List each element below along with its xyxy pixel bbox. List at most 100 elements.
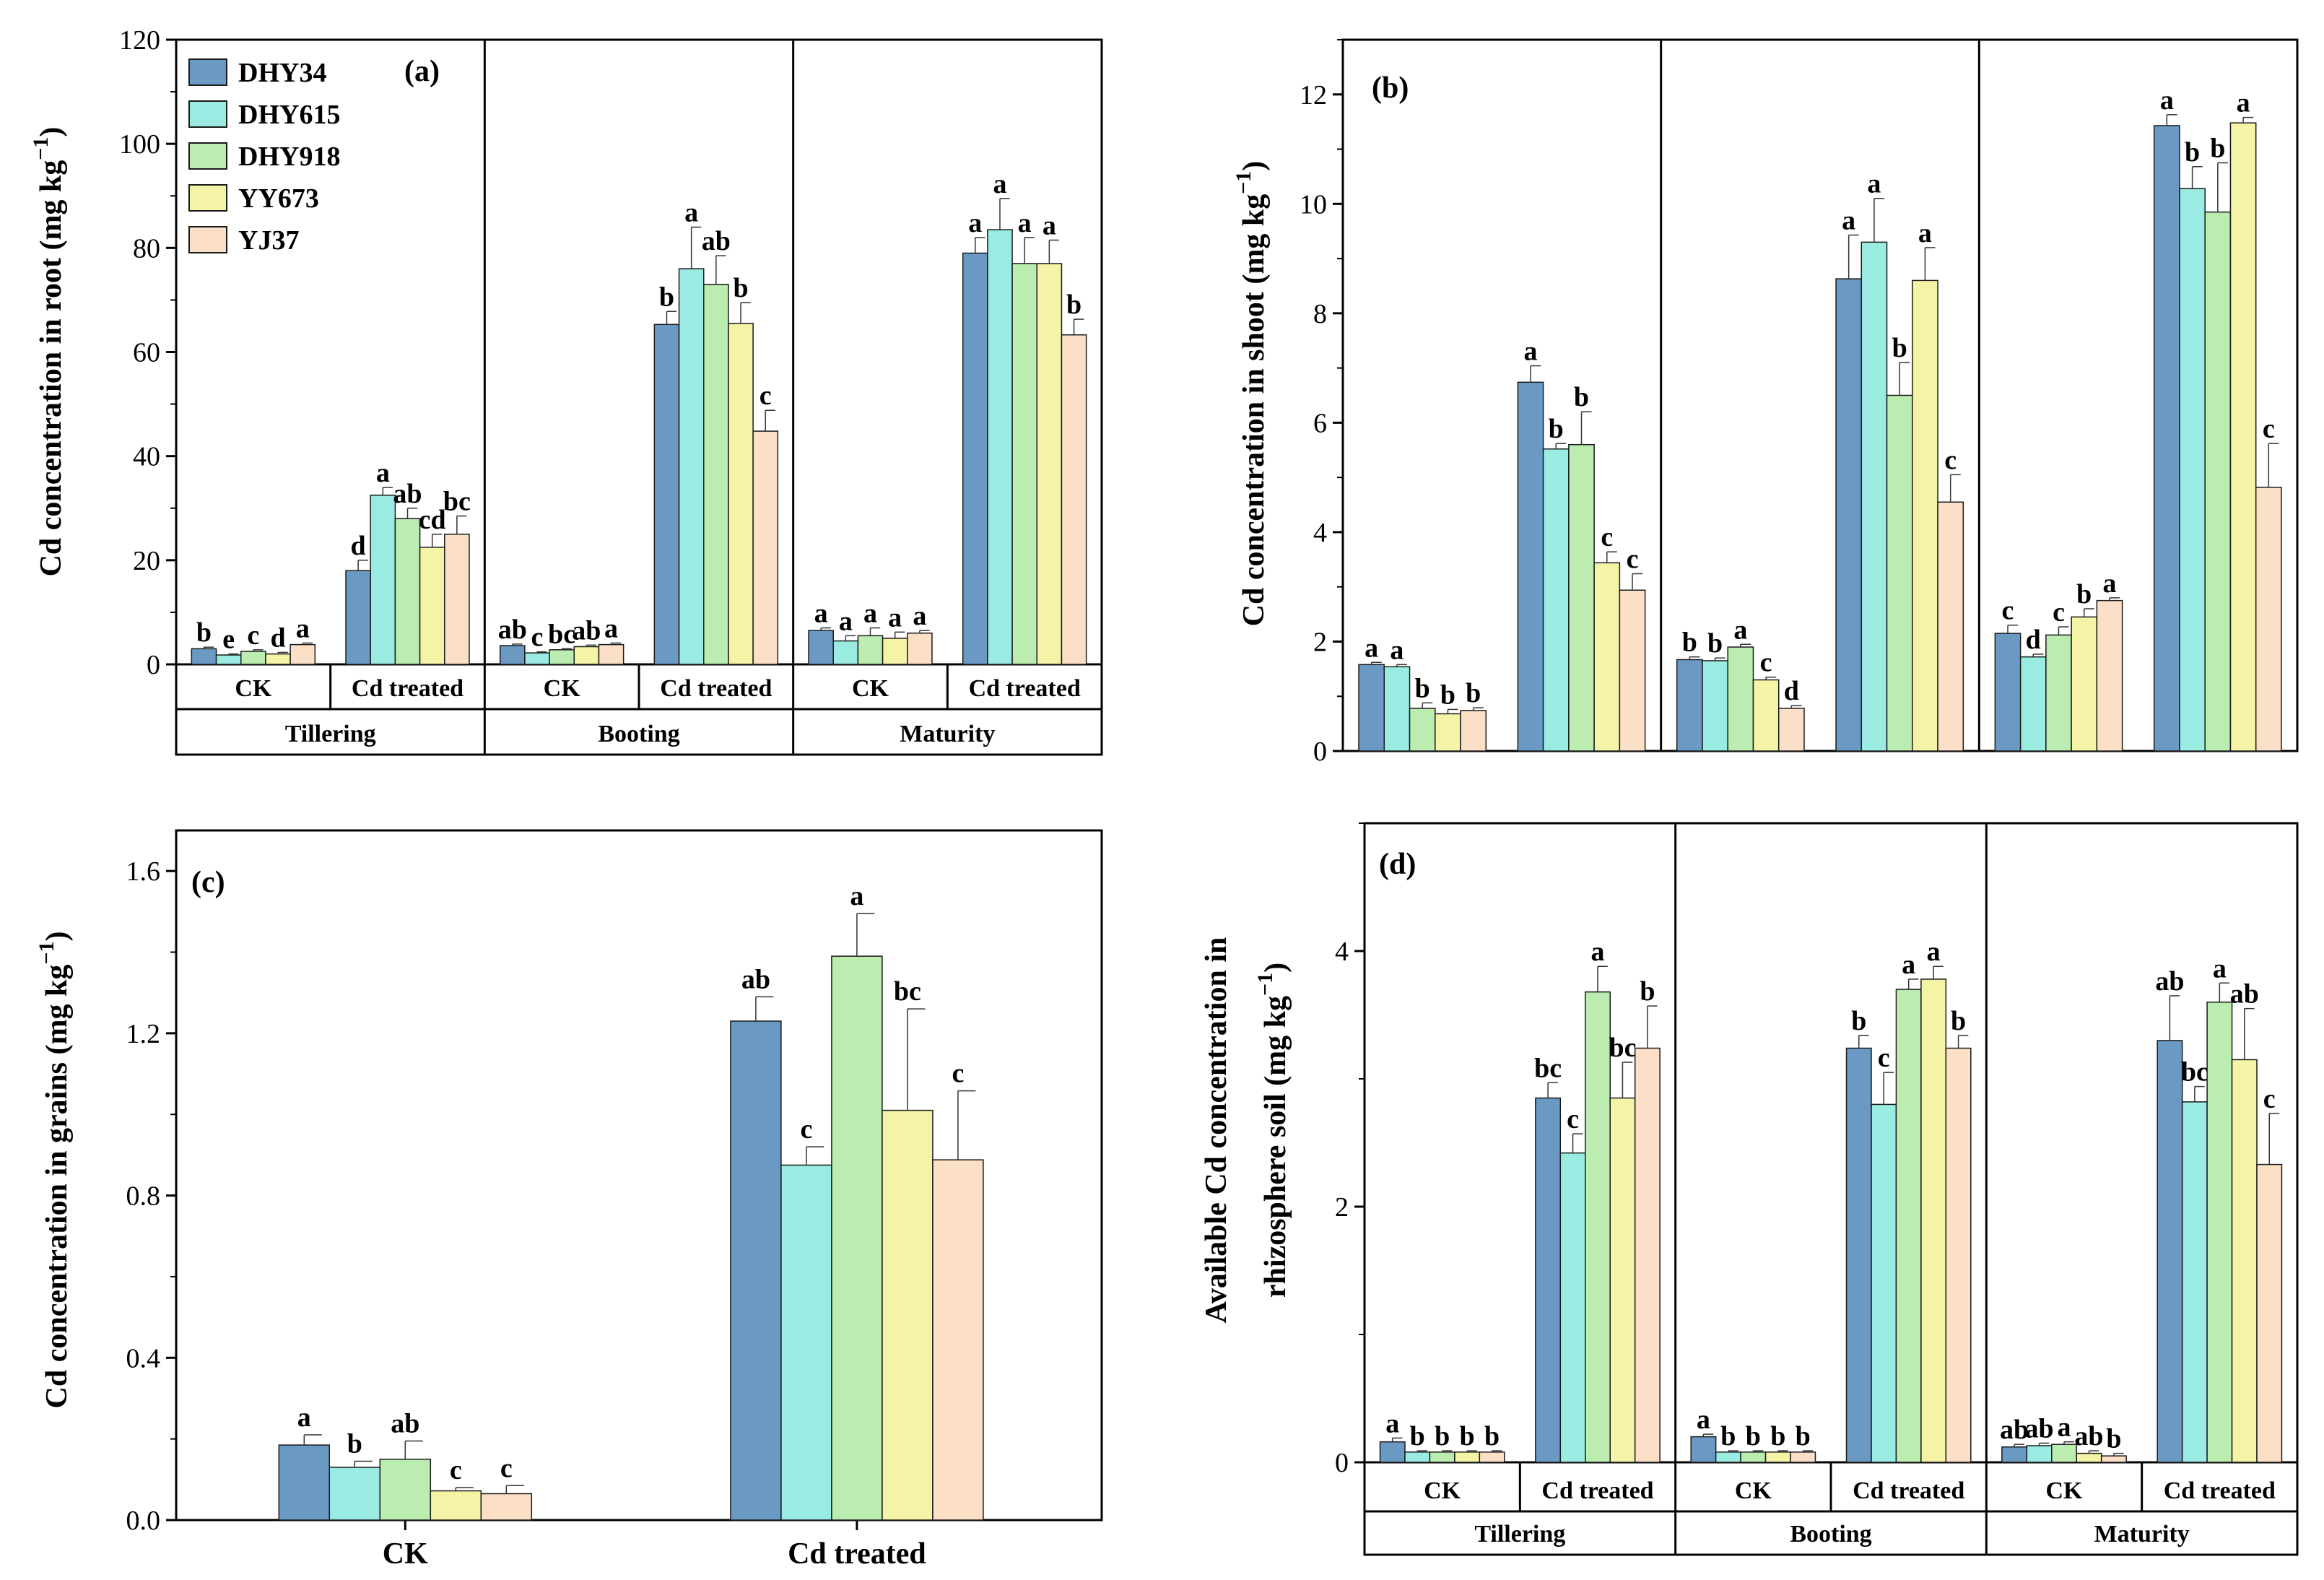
x-category-label: Cd treated: [788, 1537, 926, 1571]
bar-DHY34: [2153, 125, 2180, 752]
bar-YY673: [430, 1490, 482, 1521]
bar-YY673: [419, 547, 445, 665]
y-axis-label-end: ): [1259, 963, 1292, 973]
bar-DHY615: [1542, 448, 1570, 752]
significance-label: a: [376, 458, 390, 488]
bar-DHY918: [831, 955, 883, 1521]
treatment-label: CK: [544, 675, 581, 702]
significance-label: a: [1365, 633, 1378, 663]
significance-label: c: [1567, 1104, 1579, 1134]
bar-DHY918: [549, 649, 575, 665]
bar-YJ37: [1619, 589, 1646, 752]
significance-label: c: [1627, 544, 1639, 575]
panel-label: (b): [1372, 71, 1409, 105]
stage-label: Tillering: [1474, 1521, 1565, 1548]
significance-label: c: [1944, 445, 1957, 475]
significance-label: bc: [443, 487, 471, 517]
treatment-label: Cd treated: [1853, 1477, 1964, 1504]
treatment-label: Cd treated: [969, 675, 1081, 702]
bar-DHY918: [2045, 634, 2072, 752]
significance-label: a: [2213, 953, 2227, 984]
bar-YY673: [1609, 1097, 1636, 1463]
bar-YY673: [882, 638, 908, 665]
significance-label: a: [2160, 85, 2174, 116]
bar-DHY34: [1845, 1047, 1872, 1463]
significance-label: a: [1697, 1405, 1710, 1435]
significance-label: b: [2210, 133, 2225, 163]
significance-label: a: [888, 602, 902, 633]
significance-label: c: [2053, 597, 2065, 628]
significance-label: a: [968, 208, 982, 238]
treatment-label: CK: [852, 675, 889, 702]
significance-label: b: [1892, 333, 1907, 363]
bar-YY673: [2076, 1452, 2102, 1463]
bar-YY673: [1454, 1451, 1481, 1463]
chart-panel-b: 0 2 4 6 8 10 12 (b) Cd concentration in shoot (m…: [1232, 38, 2299, 767]
significance-label: a: [839, 606, 853, 636]
y-axis-label-text: rhizosphere soil (mg kg: [1259, 996, 1292, 1298]
significance-label: a: [863, 599, 877, 629]
y-tick-label: 40: [133, 442, 160, 472]
significance-label: ab: [391, 1408, 419, 1438]
significance-label: c: [760, 381, 772, 411]
bar-DHY34: [1535, 1097, 1562, 1463]
bar-YY673: [1435, 713, 1461, 752]
significance-label: b: [1851, 1006, 1866, 1036]
significance-label: b: [2185, 137, 2200, 168]
significance-label: b: [659, 282, 674, 312]
bar-DHY615: [2181, 1101, 2208, 1463]
bar-YJ37: [444, 534, 470, 665]
significance-label: ab: [702, 226, 731, 256]
significance-label: b: [1951, 1006, 1966, 1036]
y-tick-label: 6: [1313, 408, 1327, 438]
significance-label: ab: [2230, 979, 2259, 1010]
significance-label: ab: [393, 479, 422, 509]
treatment-label: Cd treated: [1541, 1477, 1653, 1504]
significance-label: ab: [741, 964, 770, 994]
significance-label: c: [2002, 596, 2014, 626]
treatment-label: CK: [1424, 1477, 1461, 1504]
y-axis-label-text: Cd concentration in grains (mg kg: [40, 965, 74, 1409]
significance-label: a: [993, 169, 1006, 199]
bar-YJ37: [752, 430, 779, 665]
significance-label: c: [1760, 648, 1772, 678]
significance-label: a: [2237, 88, 2250, 118]
bar-YJ37: [932, 1159, 984, 1521]
significance-label: b: [347, 1429, 362, 1459]
significance-label: b: [1415, 673, 1430, 703]
significance-label: a: [1918, 218, 1932, 248]
bar-DHY918: [2051, 1444, 2077, 1463]
stage-label: Booting: [1790, 1521, 1871, 1548]
significance-label: a: [1043, 211, 1056, 241]
significance-label: bc: [548, 619, 575, 649]
bar-DHY34: [2001, 1446, 2028, 1463]
y-tick-label: 0: [147, 650, 160, 680]
y-tick-label: 0: [1313, 737, 1327, 767]
significance-label: a: [684, 198, 698, 228]
y-tick-label: 0: [1335, 1448, 1349, 1478]
significance-label: a: [1842, 205, 1855, 235]
bar-DHY34: [345, 570, 371, 665]
bar-DHY918: [394, 518, 421, 665]
bar-DHY615: [678, 268, 705, 665]
treatment-label: Cd treated: [660, 675, 772, 702]
significance-label: a: [1733, 615, 1747, 645]
bar-DHY918: [1585, 991, 1611, 1463]
stage-label: Booting: [598, 721, 679, 747]
significance-label: a: [2058, 1412, 2071, 1443]
panel-label: (a): [404, 55, 440, 88]
significance-label: ab: [498, 615, 527, 645]
significance-label: a: [1867, 169, 1881, 199]
significance-label: b: [1574, 382, 1589, 412]
bar-DHY34: [1379, 1441, 1406, 1463]
bar-DHY615: [524, 652, 550, 665]
bar-DHY918: [2204, 211, 2232, 752]
significance-label: b: [1460, 1421, 1475, 1451]
bar-DHY615: [1702, 660, 1728, 752]
bar-YY673: [882, 1109, 933, 1521]
bar-DHY615: [1383, 666, 1411, 752]
y-tick-label: 2: [1313, 627, 1327, 657]
y-tick-label: 12: [1300, 80, 1327, 110]
bar-DHY34: [1676, 659, 1703, 752]
bar-DHY615: [2179, 188, 2206, 752]
